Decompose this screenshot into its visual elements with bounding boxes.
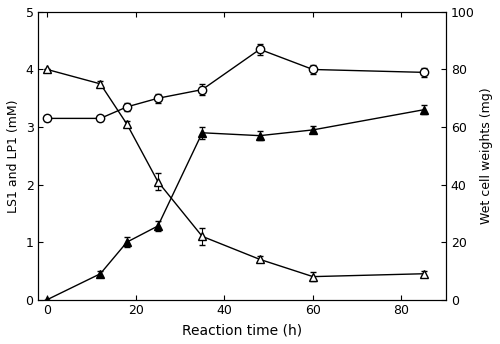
X-axis label: Reaction time (h): Reaction time (h) — [182, 323, 302, 337]
Y-axis label: Wet cell weights (mg): Wet cell weights (mg) — [480, 87, 493, 224]
Y-axis label: LS1 and LP1 (mM): LS1 and LP1 (mM) — [7, 99, 20, 213]
